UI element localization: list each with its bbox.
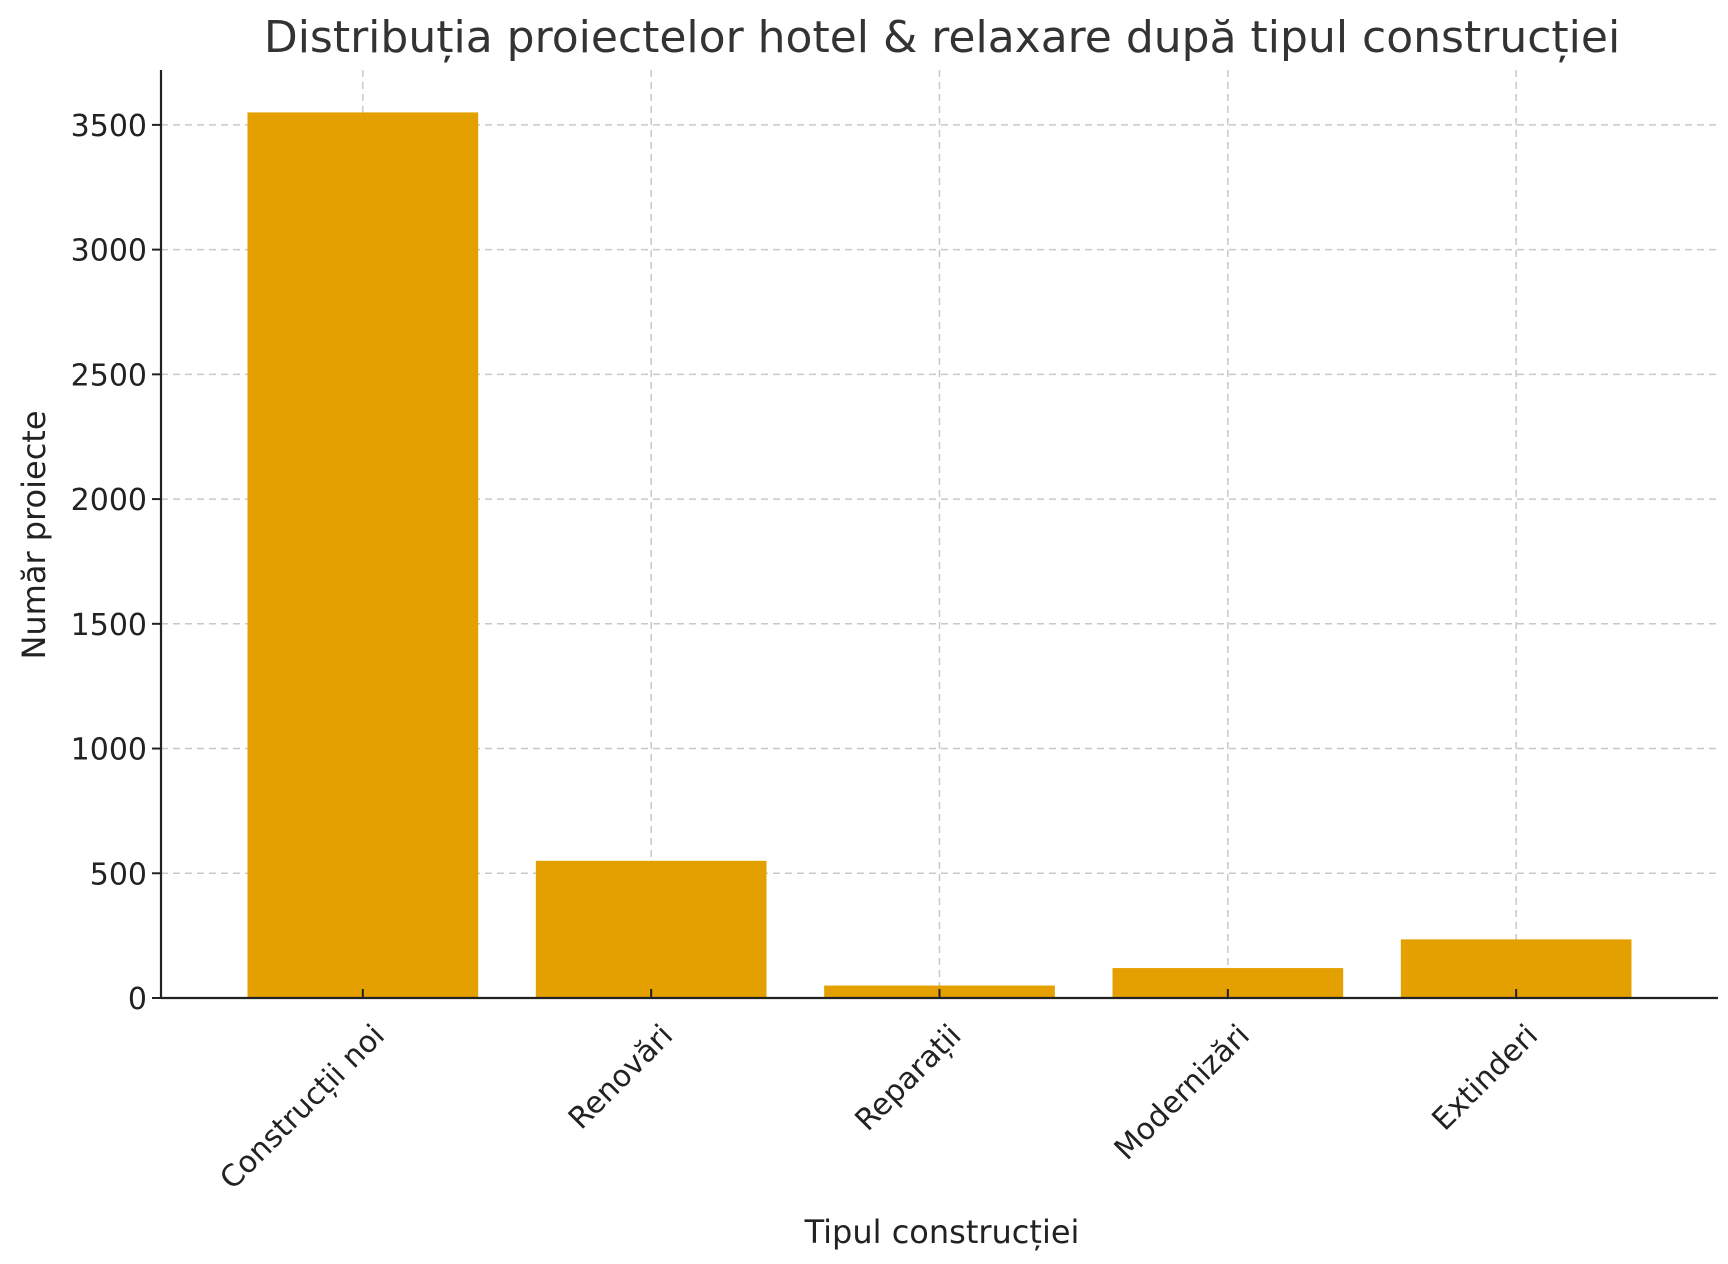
y-axis-label: Număr proiecte bbox=[15, 410, 53, 659]
y-tick-label: 2000 bbox=[71, 483, 147, 518]
y-tick-label: 0 bbox=[128, 982, 147, 1017]
bar bbox=[247, 112, 479, 999]
x-tick-label: Extinderi bbox=[1426, 1018, 1546, 1138]
y-tick-label: 3000 bbox=[71, 234, 147, 269]
chart-title: Distribuția proiectelor hotel & relaxare… bbox=[264, 12, 1620, 63]
x-tick-label: Renovări bbox=[562, 1018, 680, 1136]
bar bbox=[535, 860, 767, 998]
y-tick-label: 2500 bbox=[71, 358, 147, 393]
x-tick-label: Construcții noi bbox=[213, 1018, 391, 1196]
bar bbox=[1400, 939, 1632, 998]
y-tick-label: 3500 bbox=[71, 109, 147, 144]
y-tick-label: 500 bbox=[90, 857, 147, 892]
x-tick-label: Reparații bbox=[849, 1018, 969, 1138]
x-tick-label: Modernizări bbox=[1108, 1018, 1257, 1167]
y-tick-label: 1500 bbox=[71, 608, 147, 643]
x-axis-label: Tipul construcției bbox=[804, 1213, 1080, 1251]
y-tick-label: 1000 bbox=[71, 733, 147, 768]
